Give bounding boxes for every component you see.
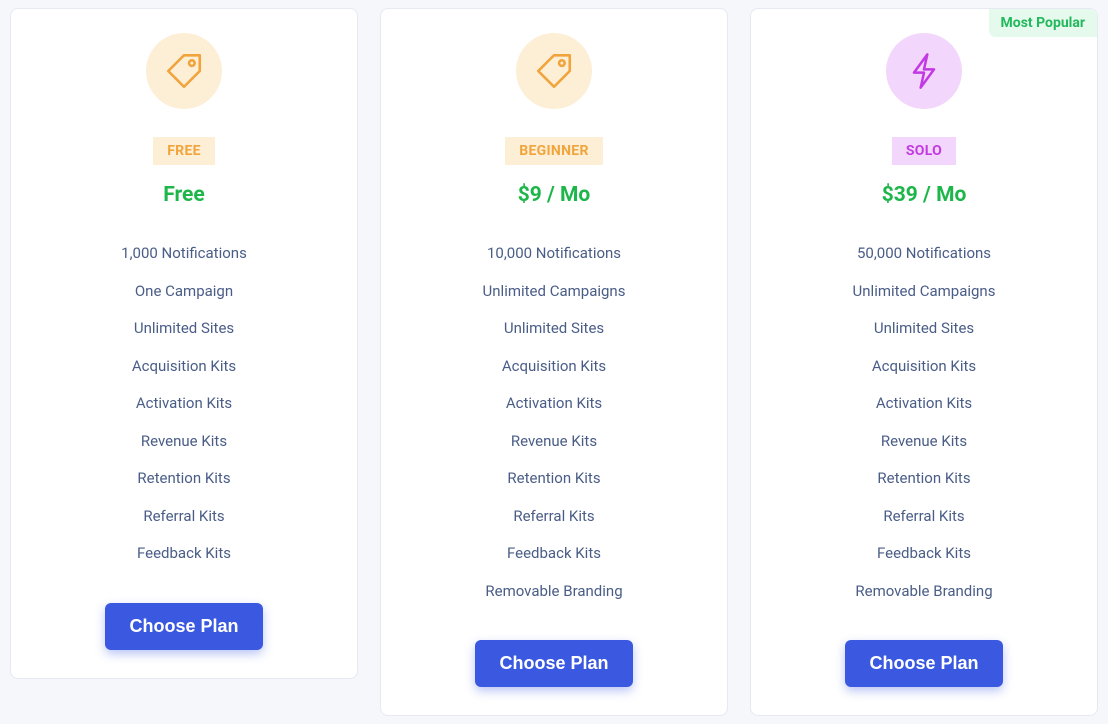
feature-item: 50,000 Notifications bbox=[775, 235, 1073, 273]
plan-card-free: FREE Free 1,000 NotificationsOne CampaignU… bbox=[10, 8, 358, 679]
feature-list: 10,000 NotificationsUnlimited CampaignsU… bbox=[405, 235, 703, 610]
feature-item: Revenue Kits bbox=[405, 423, 703, 461]
feature-item: Unlimited Campaigns bbox=[775, 273, 1073, 311]
plan-price: $39 / Mo bbox=[775, 183, 1073, 207]
tag-icon bbox=[516, 33, 592, 109]
plan-price: Free bbox=[35, 183, 333, 207]
feature-item: Acquisition Kits bbox=[405, 348, 703, 386]
feature-item: Referral Kits bbox=[775, 498, 1073, 536]
plan-tag: FREE bbox=[153, 137, 215, 165]
choose-plan-button[interactable]: Choose Plan bbox=[105, 603, 262, 650]
feature-list: 1,000 NotificationsOne CampaignUnlimited… bbox=[35, 235, 333, 573]
feature-item: Revenue Kits bbox=[775, 423, 1073, 461]
plan-tag: SOLO bbox=[892, 137, 956, 165]
feature-item: Referral Kits bbox=[405, 498, 703, 536]
feature-item: Activation Kits bbox=[775, 385, 1073, 423]
feature-item: Removable Branding bbox=[775, 573, 1073, 611]
feature-item: Unlimited Sites bbox=[775, 310, 1073, 348]
feature-item: Retention Kits bbox=[405, 460, 703, 498]
choose-plan-button[interactable]: Choose Plan bbox=[475, 640, 632, 687]
plan-card-solo: Most Popular SOLO $39 / Mo 50,000 Notifica… bbox=[750, 8, 1098, 716]
feature-item: Unlimited Campaigns bbox=[405, 273, 703, 311]
plan-card-beginner: BEGINNER$9 / Mo10,000 NotificationsUnlim… bbox=[380, 8, 728, 716]
feature-item: Acquisition Kits bbox=[35, 348, 333, 386]
feature-item: Feedback Kits bbox=[35, 535, 333, 573]
feature-item: Retention Kits bbox=[775, 460, 1073, 498]
feature-item: Unlimited Sites bbox=[405, 310, 703, 348]
feature-item: Activation Kits bbox=[35, 385, 333, 423]
feature-item: Referral Kits bbox=[35, 498, 333, 536]
feature-item: Revenue Kits bbox=[35, 423, 333, 461]
popular-badge: Most Popular bbox=[989, 9, 1097, 37]
feature-item: 1,000 Notifications bbox=[35, 235, 333, 273]
pricing-grid: FREEFree1,000 NotificationsOne CampaignU… bbox=[0, 0, 1108, 724]
choose-plan-button[interactable]: Choose Plan bbox=[845, 640, 1002, 687]
feature-item: Feedback Kits bbox=[405, 535, 703, 573]
feature-item: Retention Kits bbox=[35, 460, 333, 498]
plan-price: $9 / Mo bbox=[405, 183, 703, 207]
bolt-icon bbox=[886, 33, 962, 109]
feature-item: Feedback Kits bbox=[775, 535, 1073, 573]
tag-icon bbox=[146, 33, 222, 109]
plan-tag: BEGINNER bbox=[505, 137, 602, 165]
feature-item: One Campaign bbox=[35, 273, 333, 311]
feature-item: 10,000 Notifications bbox=[405, 235, 703, 273]
feature-item: Unlimited Sites bbox=[35, 310, 333, 348]
feature-item: Acquisition Kits bbox=[775, 348, 1073, 386]
feature-item: Activation Kits bbox=[405, 385, 703, 423]
feature-item: Removable Branding bbox=[405, 573, 703, 611]
feature-list: 50,000 NotificationsUnlimited CampaignsU… bbox=[775, 235, 1073, 610]
